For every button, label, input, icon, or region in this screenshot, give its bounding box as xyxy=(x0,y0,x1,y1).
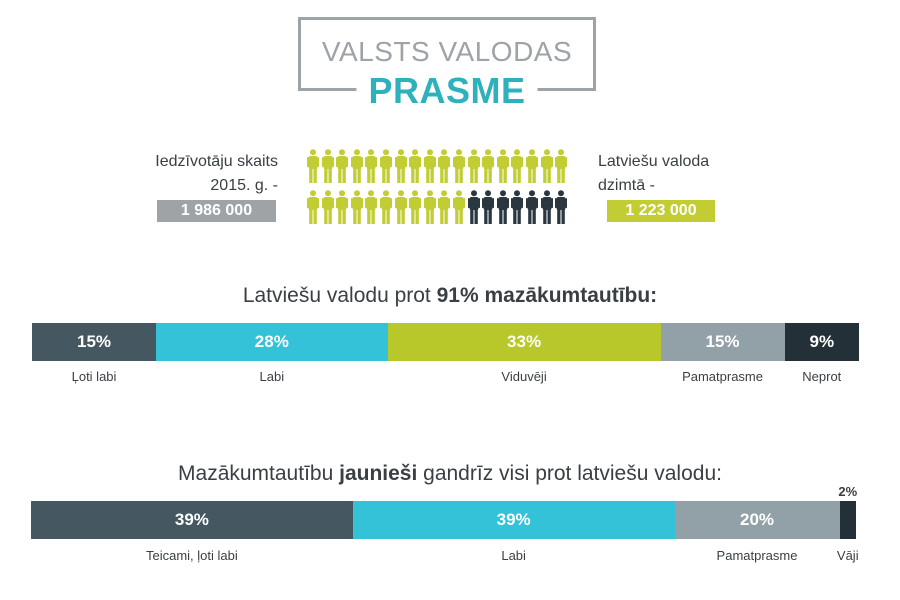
native-latvian-label: Latviešu valoda dzimtā - xyxy=(598,150,738,198)
person-icon xyxy=(453,190,465,224)
person-icon xyxy=(555,190,568,224)
person-icon xyxy=(438,149,451,183)
chart2-segment: 39% xyxy=(352,501,675,539)
chart2-segment: 39% xyxy=(31,501,353,539)
person-icon xyxy=(482,149,495,183)
person-icon xyxy=(511,149,524,183)
person-icon xyxy=(482,190,495,224)
chart1-title-bold: mazākumtautību: xyxy=(484,284,658,307)
person-icon xyxy=(467,190,480,224)
chart1-bar: 15% 28% 33% 15% 9% xyxy=(32,323,859,361)
chart2-value-label: 20% xyxy=(739,510,775,529)
person-icon xyxy=(307,149,319,183)
chart1-value-label: 28% xyxy=(254,332,289,351)
chart1-title-pct: 91% xyxy=(436,284,479,307)
chart2-title-post: gandrīz visi prot latviešu valodu: xyxy=(417,462,722,485)
person-icon xyxy=(380,190,392,224)
native-latvian-label-line-1: Latviešu valoda xyxy=(598,153,710,170)
chart1-category-label: Viduvēji xyxy=(501,369,547,384)
population-label-line-1: Iedzīvotāju skaits xyxy=(155,153,278,170)
title-line-2: PRASME xyxy=(356,70,538,112)
population-value: 1 986 000 xyxy=(157,200,276,222)
native-latvian-label-line-2: dzimtā - xyxy=(598,177,655,194)
chart1-value-label: 15% xyxy=(705,332,740,351)
chart2-category-label: Teicami, ļoti labi xyxy=(145,548,238,563)
person-icon xyxy=(438,190,451,224)
person-icon xyxy=(394,190,407,224)
person-icon xyxy=(496,190,509,224)
person-icon xyxy=(496,149,509,183)
person-icon xyxy=(555,149,568,183)
chart1-segment: 9% xyxy=(784,323,859,361)
person-icon xyxy=(365,149,378,183)
chart1-category-label: Ļoti labi xyxy=(71,369,117,384)
native-latvian-value: 1 223 000 xyxy=(607,200,715,222)
person-icon xyxy=(321,190,334,224)
people-pictogram xyxy=(307,149,571,225)
chart1-value-label: 33% xyxy=(507,332,542,351)
population-label: Iedzīvotāju skaits 2015. g. - xyxy=(140,150,278,198)
person-icon xyxy=(540,149,553,183)
chart2-value-label: 2% xyxy=(838,484,858,499)
chart1-segment: 33% xyxy=(387,323,661,361)
person-icon xyxy=(336,149,349,183)
chart2-title-pre: Mazākumtautību xyxy=(178,462,340,485)
chart2-category-label: Pamatprasme xyxy=(716,548,798,563)
chart2-value-label: 39% xyxy=(496,510,531,529)
person-icon xyxy=(336,190,349,224)
chart2-title: Mazākumtautību jaunieši gandrīz visi pro… xyxy=(0,462,900,486)
person-icon xyxy=(423,190,436,224)
chart1-value-label: 9% xyxy=(809,332,835,351)
chart2-segment: 20% xyxy=(674,501,840,539)
chart1-category-label: Labi xyxy=(259,369,285,384)
person-icon xyxy=(526,190,538,224)
chart2-title-bold: jaunieši xyxy=(339,462,418,485)
person-icon xyxy=(526,149,538,183)
person-icon xyxy=(423,149,436,183)
person-icon xyxy=(350,190,363,224)
chart2-category-label: Vāji xyxy=(836,548,859,563)
person-icon xyxy=(350,149,363,183)
chart1-segment: 15% xyxy=(32,323,157,361)
chart1-title: Latviešu valodu prot 91% mazākumtautību: xyxy=(0,284,900,308)
chart1-segment: 28% xyxy=(156,323,388,361)
person-icon xyxy=(409,149,422,183)
person-icon xyxy=(365,190,378,224)
person-icon xyxy=(380,149,392,183)
chart1-value-label: 15% xyxy=(77,332,112,351)
chart2-category-label: Labi xyxy=(501,548,526,563)
chart2-bar: 39% 39% 20% xyxy=(31,501,856,539)
chart1-category-label: Neprot xyxy=(802,369,842,384)
chart2-value-label: 39% xyxy=(174,510,209,529)
person-icon xyxy=(511,190,524,224)
person-icon xyxy=(394,149,407,183)
person-icon xyxy=(409,190,422,224)
population-label-line-2: 2015. g. - xyxy=(210,177,278,194)
chart2-segment xyxy=(839,501,856,539)
title-line-1: VALSTS VALODAS xyxy=(321,36,573,67)
person-icon xyxy=(540,190,553,224)
chart1-title-pre: Latviešu valodu prot xyxy=(242,284,437,307)
title-box: VALSTS VALODAS PRASME xyxy=(298,17,596,112)
chart1-segment: 15% xyxy=(660,323,785,361)
person-icon xyxy=(307,190,319,224)
person-icon xyxy=(467,149,480,183)
person-icon xyxy=(321,149,334,183)
chart1-category-label: Pamatprasme xyxy=(682,369,763,384)
person-icon xyxy=(453,149,465,183)
